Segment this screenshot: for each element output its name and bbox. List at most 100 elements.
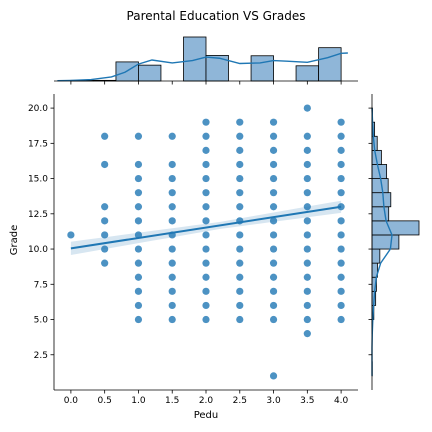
scatter-point (101, 132, 109, 140)
scatter-point (202, 146, 210, 154)
x-tick-label: 4.0 (334, 396, 349, 406)
scatter-point (269, 315, 278, 324)
scatter-point (303, 104, 311, 112)
scatter-point (269, 160, 278, 169)
scatter-point (337, 217, 345, 225)
scatter-point (269, 301, 278, 310)
top-marginal-histogram (54, 36, 358, 85)
scatter-point (134, 301, 143, 310)
scatter-point (337, 160, 345, 169)
x-tick-label: 2.0 (199, 396, 214, 406)
scatter-point (101, 259, 109, 267)
scatter-point (269, 231, 278, 239)
scatter-point (303, 217, 311, 225)
scatter-point (303, 330, 311, 338)
y-histogram-bar (371, 234, 400, 250)
y-histogram-bar (371, 178, 389, 194)
scatter-point (134, 273, 143, 281)
scatter-point (134, 245, 143, 253)
scatter-point (168, 217, 176, 225)
scatter-point (303, 174, 311, 183)
scatter-point (202, 160, 210, 169)
scatter-point (303, 287, 311, 295)
x-tick-label: 1.0 (131, 396, 146, 406)
scatter-point (337, 245, 345, 253)
scatter-point (337, 231, 345, 239)
scatter-point (303, 160, 311, 169)
scatter-point (269, 217, 278, 225)
scatter-point (202, 132, 210, 140)
scatter-point (337, 287, 345, 295)
scatter-point (168, 301, 176, 310)
scatter-point (101, 217, 109, 225)
scatter-point (236, 132, 244, 140)
scatter-point (202, 217, 210, 225)
scatter-point (303, 146, 311, 154)
scatter-point (337, 301, 345, 310)
scatter-point (236, 273, 244, 281)
scatter-point (269, 146, 278, 154)
scatter-point (236, 245, 244, 253)
y-tick-label: 7.5 (34, 280, 48, 290)
scatter-point (236, 118, 244, 126)
scatter-point (269, 189, 278, 197)
scatter-point (337, 146, 345, 154)
y-tick-label: 12.5 (28, 210, 48, 220)
x-tick-label: 0.5 (98, 396, 112, 406)
scatter-point (202, 245, 210, 253)
scatter-point (202, 287, 210, 295)
x-histogram-bar (250, 55, 274, 82)
x-histogram-bar (295, 65, 320, 82)
scatter-point (269, 203, 278, 211)
scatter-point (269, 118, 278, 126)
scatter-point (236, 287, 244, 295)
scatter-point (134, 160, 143, 169)
scatter-point (168, 132, 176, 140)
scatter-point (168, 315, 176, 324)
scatter-point (168, 287, 176, 295)
scatter-point (236, 146, 244, 154)
scatter-point (134, 132, 143, 140)
scatter-point (134, 174, 143, 183)
y-axis-label: Grade (9, 225, 20, 256)
scatter-point (134, 217, 143, 225)
y-tick-label: 20.0 (28, 104, 48, 114)
y-histogram-bar (371, 248, 381, 264)
scatter-point (269, 132, 278, 140)
scatter-point (269, 245, 278, 253)
scatter-point (303, 203, 311, 211)
scatter-point (202, 203, 210, 211)
scatter-point (202, 259, 210, 267)
scatter-point (168, 174, 176, 183)
y-histogram-bar (371, 192, 392, 208)
scatter-point (269, 174, 278, 183)
x-histogram-bar (318, 47, 342, 82)
scatter-point (236, 231, 244, 239)
scatter-point (168, 259, 176, 267)
scatter-point (236, 259, 244, 267)
scatter-point (101, 160, 109, 169)
scatter-point (168, 189, 176, 197)
x-tick-label: 3.0 (266, 396, 281, 406)
chart-title: Parental Education VS Grades (127, 9, 306, 23)
scatter-point (134, 189, 143, 197)
scatter-point (303, 273, 311, 281)
scatter-point (337, 315, 345, 324)
scatter-point (134, 287, 143, 295)
scatter-point (303, 315, 311, 324)
scatter-point (202, 273, 210, 281)
regression-line (70, 205, 342, 250)
scatter-point (269, 273, 278, 281)
y-tick-label: 5.0 (34, 316, 49, 326)
scatter-point (236, 315, 244, 324)
y-tick-label: 2.5 (34, 351, 48, 361)
scatter-point (303, 189, 311, 197)
x-tick-label: 1.5 (165, 396, 179, 406)
scatter-point (202, 315, 210, 324)
scatter-point (168, 273, 176, 281)
scatter-point (269, 287, 278, 295)
scatter-point (168, 245, 176, 253)
scatter-point (202, 231, 210, 239)
scatter-point (134, 259, 143, 267)
